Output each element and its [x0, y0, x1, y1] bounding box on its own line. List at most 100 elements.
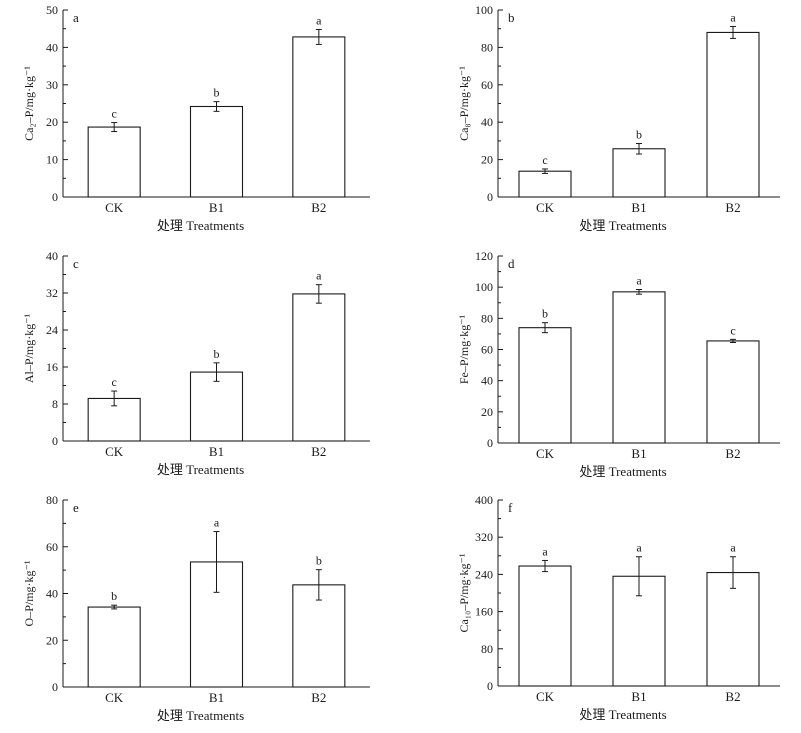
y-tick-label: 40	[481, 115, 493, 129]
y-tick-label: 80	[46, 493, 58, 507]
y-tick-label: 8	[52, 397, 58, 411]
significance-letter: b	[214, 86, 220, 100]
y-tick-label: 160	[475, 605, 493, 619]
y-tick-label: 24	[46, 323, 58, 337]
bar-b1	[189, 105, 244, 198]
x-tick-label: B1	[631, 200, 646, 215]
y-tick-label: 50	[46, 3, 58, 17]
x-tick-label: CK	[105, 200, 124, 215]
panel-d: 0 20 40 60 80 100 120 b CK a B1 c B2 处理 Treatments Fe–…	[457, 249, 780, 479]
panel-letter: b	[508, 10, 515, 25]
panel-letter: e	[73, 500, 79, 515]
significance-letter: b	[636, 128, 642, 142]
x-tick-label: B1	[209, 444, 224, 459]
bar-b2	[706, 31, 760, 198]
x-axis-label: 处理 Treatments	[579, 707, 666, 722]
panel-letter: f	[508, 500, 513, 515]
y-tick-label: 80	[481, 40, 493, 54]
significance-letter: c	[542, 153, 547, 167]
significance-letter: a	[214, 516, 220, 530]
x-tick-label: CK	[536, 446, 555, 461]
bar-b2	[706, 571, 760, 687]
panel-b: 0 20 40 60 80 100 c CK b B1 a B2 处理 Treatments Ca₈–P/…	[457, 3, 780, 233]
bar-ck	[518, 170, 572, 198]
y-tick-label: 60	[46, 540, 58, 554]
y-tick-label: 0	[487, 190, 493, 204]
y-tick-label: 0	[52, 434, 58, 448]
significance-letter: a	[542, 544, 548, 558]
panel-c: 0 8 16 24 32 40 c CK b B1 a B2 处理 Treatments Al–P/mg·…	[22, 249, 370, 477]
bar-b1	[612, 291, 666, 444]
y-tick-label: 100	[475, 3, 493, 17]
panel-e: 0 20 40 60 80 b CK a B1 b B2 处理 Treatments O–P/mg·kg…	[22, 493, 370, 723]
bar-ck	[518, 327, 572, 444]
significance-letter: a	[730, 541, 736, 555]
bar-b2	[292, 36, 346, 198]
significance-letter: b	[214, 347, 220, 361]
y-tick-label: 120	[475, 249, 493, 263]
significance-letter: a	[316, 269, 322, 283]
bar-ck	[518, 565, 572, 687]
y-tick-label: 16	[46, 360, 58, 374]
bar-b2	[706, 340, 760, 444]
x-tick-label: CK	[536, 200, 555, 215]
y-tick-label: 40	[46, 40, 58, 54]
y-tick-label: 32	[46, 286, 58, 300]
panel-letter: a	[73, 10, 79, 25]
x-tick-label: B2	[725, 446, 740, 461]
x-tick-label: B2	[311, 444, 326, 459]
y-tick-label: 20	[481, 405, 493, 419]
x-tick-label: B1	[631, 446, 646, 461]
bar-b2	[292, 293, 346, 442]
y-tick-label: 30	[46, 78, 58, 92]
panel-letter: d	[508, 256, 515, 271]
bar-ck	[87, 126, 141, 198]
significance-letter: b	[111, 589, 117, 603]
x-tick-label: B1	[209, 690, 224, 705]
y-axis-label: Fe–P/mg·kg⁻¹	[457, 314, 471, 384]
panel-f: 0 80 160 240 320 400 a CK a B1 a B2 处理 Treatments Ca₁…	[457, 493, 780, 722]
significance-letter: c	[112, 107, 117, 121]
bar-b1	[189, 371, 244, 442]
bar-ck	[87, 606, 141, 688]
significance-letter: a	[316, 13, 322, 27]
y-tick-label: 80	[481, 311, 493, 325]
y-tick-label: 0	[487, 679, 493, 693]
y-tick-label: 40	[481, 374, 493, 388]
x-tick-label: CK	[105, 444, 124, 459]
significance-letter: c	[112, 375, 117, 389]
y-tick-label: 20	[46, 633, 58, 647]
y-tick-label: 20	[46, 115, 58, 129]
x-tick-label: B2	[311, 200, 326, 215]
x-tick-label: B2	[725, 689, 740, 704]
x-axis-label: 处理 Treatments	[157, 462, 244, 477]
x-axis-label: 处理 Treatments	[157, 218, 244, 233]
y-tick-label: 400	[475, 493, 493, 507]
significance-letter: b	[542, 307, 548, 321]
x-tick-label: CK	[105, 690, 124, 705]
y-tick-label: 0	[487, 436, 493, 450]
y-tick-label: 80	[481, 642, 493, 656]
y-tick-label: 40	[46, 249, 58, 263]
y-tick-label: 0	[52, 680, 58, 694]
y-tick-label: 40	[46, 587, 58, 601]
y-axis-label: Al–P/mg·kg⁻¹	[22, 313, 36, 383]
significance-letter: a	[636, 541, 642, 555]
significance-letter: a	[636, 274, 642, 288]
x-axis-label: 处理 Treatments	[579, 218, 666, 233]
significance-letter: b	[316, 554, 322, 568]
y-axis-label: O–P/mg·kg⁻¹	[22, 560, 36, 626]
x-tick-label: CK	[536, 689, 555, 704]
x-tick-label: B1	[631, 689, 646, 704]
y-tick-label: 320	[475, 530, 493, 544]
y-axis-label: Ca₂–P/mg·kg⁻¹	[22, 66, 36, 141]
y-tick-label: 60	[481, 78, 493, 92]
y-tick-label: 240	[475, 567, 493, 581]
y-axis-label: Ca₈–P/mg·kg⁻¹	[457, 66, 471, 141]
significance-letter: a	[730, 10, 736, 24]
panel-a: 0 10 20 30 40 50 c CK b B1 a B2 处理 Treatments Ca₂–P/m…	[22, 3, 370, 233]
x-tick-label: B1	[209, 200, 224, 215]
y-tick-label: 10	[46, 153, 58, 167]
y-tick-label: 60	[481, 343, 493, 357]
